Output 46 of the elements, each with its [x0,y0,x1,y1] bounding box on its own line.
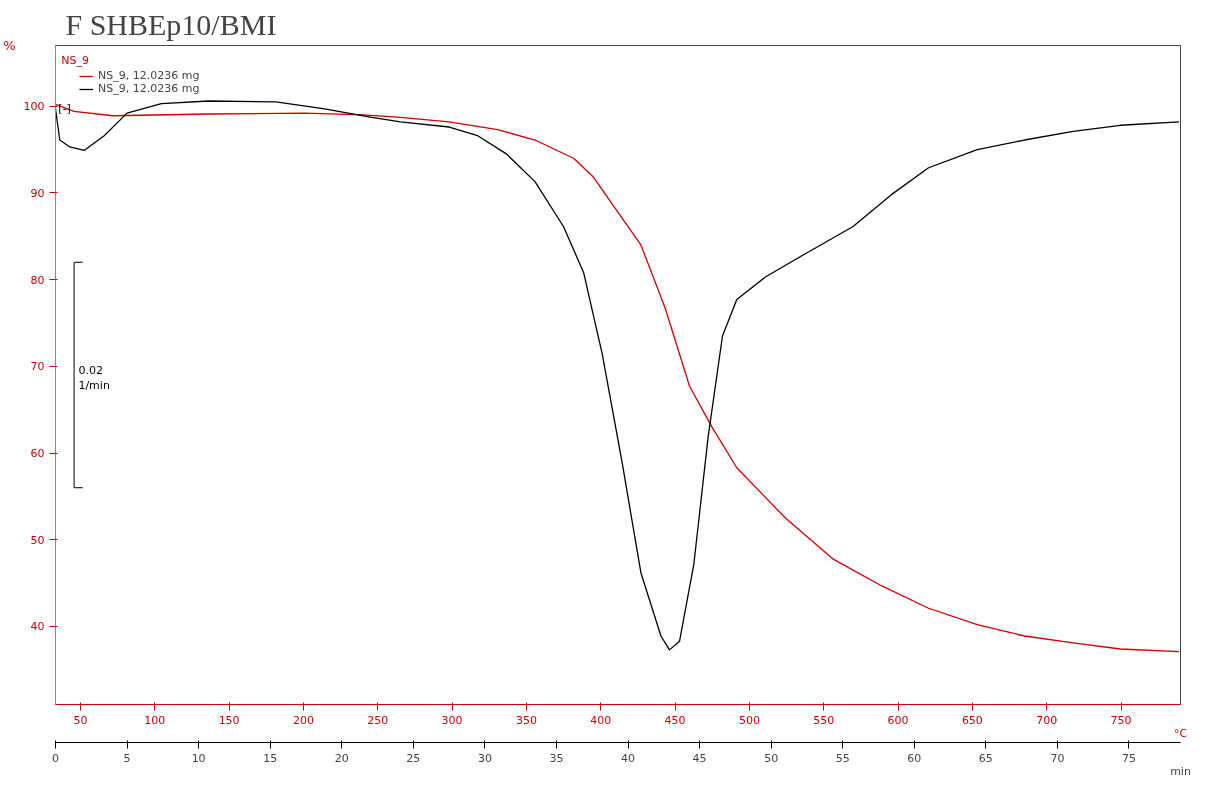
y-tick-label: 70 [30,360,45,374]
x2-tick-label: 50 [73,713,88,727]
y-tick-label: 40 [30,620,45,634]
x-tick-label: 15 [263,751,278,765]
y-tick-label: 100 [23,100,45,114]
x-tick-label: 55 [835,751,850,765]
annotation: 0.02 1/min [78,363,110,393]
x2-tick-label: 600 [887,713,909,727]
x2-tick-label: 300 [441,713,463,727]
x2-tick-label: 250 [367,713,389,727]
x-tick-label: 70 [1050,751,1065,765]
x-tick-label: 75 [1121,751,1136,765]
x-tick-label: 20 [334,751,349,765]
x2-tick-label: 150 [218,713,240,727]
y-tick-label: 90 [30,186,45,200]
x-tick-label: 10 [191,751,206,765]
x2-tick-label: 400 [590,713,612,727]
y-tick-label: 80 [30,273,45,287]
x-tick-label: 35 [549,751,564,765]
x-tick-label: 40 [621,751,636,765]
x-tick-label: 50 [764,751,779,765]
x-tick-label: 65 [978,751,993,765]
x-tick-label: 45 [692,751,707,765]
y-axis-title: % [3,38,16,53]
legend-label: NS_9, 12.0236 mg [98,82,200,95]
x2-tick-label: 750 [1110,713,1132,727]
x2-tick-label: 350 [515,713,537,727]
x2-tick-label: 100 [144,713,166,727]
x2-tick-label: 200 [292,713,314,727]
x2-tick-label: 500 [738,713,760,727]
x2-tick-label: 700 [1036,713,1058,727]
x-tick-label: 25 [406,751,421,765]
legend-label: NS_9, 12.0236 mg [98,69,200,82]
x-tick-label: 0 [52,751,59,765]
x2-tick-label: 650 [961,713,983,727]
x-tick-label: 5 [123,751,131,765]
x2-tick-label: 450 [664,713,686,727]
x-tick-label: 30 [477,751,492,765]
annotation: NS_9 [61,54,89,68]
x2-tick-label: 550 [813,713,835,727]
x2-axis-title: °C [1173,726,1188,740]
y-tick-label: 50 [30,533,45,547]
x-axis-title: min [1170,764,1191,778]
chart-title: F SHBEp10/BMI [65,7,277,41]
y-tick-label: 60 [30,447,45,461]
x-tick-label: 60 [907,751,922,765]
